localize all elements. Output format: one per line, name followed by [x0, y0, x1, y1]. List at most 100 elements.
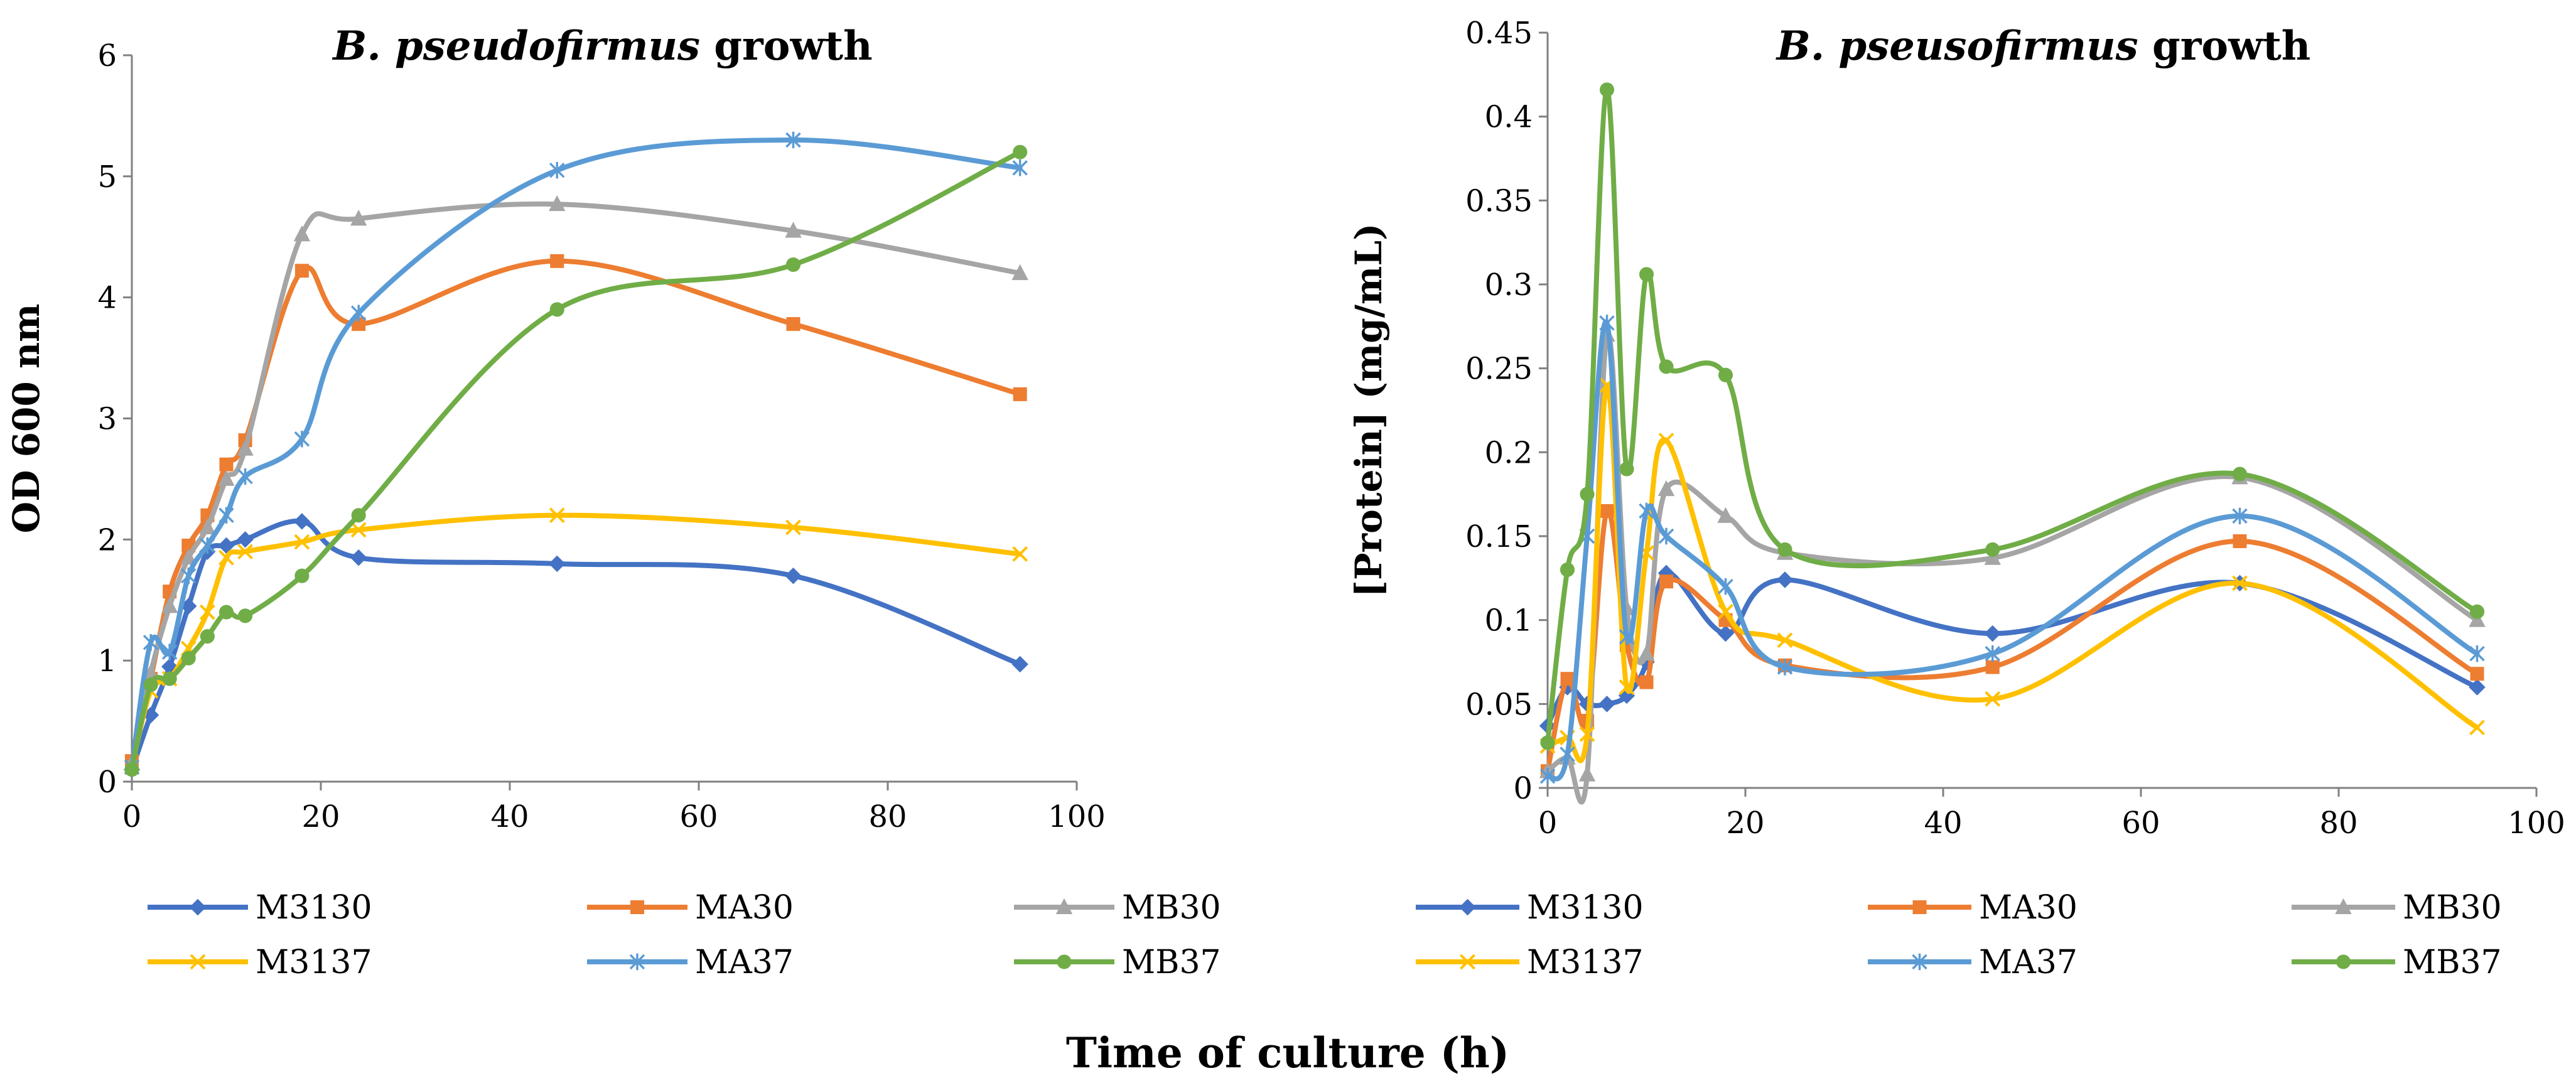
chart-title-rest: growth [700, 23, 873, 70]
legend-marker [630, 900, 644, 914]
legend-label: MA37 [695, 944, 794, 981]
data-point-MB37 [1599, 82, 1615, 97]
chart-title-rest: growth [2138, 23, 2311, 70]
legend-label: MB30 [1122, 889, 1221, 927]
data-point-MB37 [143, 677, 158, 692]
data-point-M3130 [293, 513, 311, 530]
data-point-MA37 [1718, 578, 1733, 595]
y-tick-label: 0.3 [1485, 267, 1533, 303]
data-point-MA37 [1777, 659, 1793, 676]
legend-label: MA37 [1979, 944, 2078, 981]
legend-marker [190, 954, 206, 970]
data-point-MA30 [1600, 504, 1614, 518]
y-tick-label: 0 [97, 765, 117, 800]
legend-entry-MA30: MA30 [587, 889, 794, 927]
data-point-MA30 [2470, 667, 2484, 681]
shared-x-axis-label: Time of culture (h) [1066, 1028, 1509, 1077]
chart-protein: B. pseusofirmus growth 0 0.05 0.1 0.15 0.2 0.2… [1347, 16, 2565, 981]
legend-entry-M3137: M3137 [1416, 944, 1644, 981]
data-point-MA37 [1619, 628, 1635, 645]
data-point-MB37 [1540, 735, 1555, 750]
data-point-MA37 [350, 304, 367, 321]
data-point-M3130 [180, 598, 197, 615]
data-point-MA37 [143, 634, 159, 651]
data-point-MB30 [785, 222, 802, 238]
data-point-MB37 [294, 568, 310, 583]
data-point-MA37 [1658, 527, 1674, 545]
data-point-MB37 [1013, 144, 1028, 159]
data-point-M3137 [1658, 433, 1674, 449]
series-line-M3137 [129, 512, 1023, 770]
data-point-MA37 [1539, 768, 1556, 785]
y-tick-label: 0 [1513, 771, 1533, 806]
data-point-M3137 [1777, 632, 1793, 649]
legend-marker [629, 953, 645, 971]
series-line-M3130 [129, 518, 1023, 772]
data-point-MB37 [1580, 487, 1595, 502]
data-point-MB30 [161, 597, 178, 613]
legend-marker [1912, 900, 1927, 914]
data-point-M3137 [237, 544, 254, 560]
x-tick-label: 100 [2508, 806, 2565, 841]
legend-entry-M3130: M3130 [1416, 889, 1644, 927]
data-point-MB30 [199, 518, 216, 535]
data-point-M3137 [549, 507, 565, 524]
legend-label: MA30 [695, 889, 794, 927]
x-tick-label: 0 [122, 799, 142, 834]
data-point-MB37 [1560, 562, 1575, 578]
series-line-MA37 [1545, 319, 2480, 782]
x-tick-label: 40 [490, 799, 529, 834]
data-point-MA30 [1985, 660, 2000, 674]
chart-title: B. pseudofirmus growth [331, 23, 872, 70]
data-point-M3130 [1657, 564, 1675, 582]
data-point-M3130 [1559, 679, 1576, 696]
y-tick-label: 0.05 [1465, 687, 1533, 722]
legend-label: MB37 [1122, 944, 1221, 981]
data-point-M3130 [549, 555, 566, 573]
data-point-M3137 [218, 549, 234, 566]
data-point-M3137 [294, 534, 310, 550]
legend-label: M3130 [256, 889, 372, 927]
legend-entry-MB37: MB37 [1014, 944, 1221, 981]
data-point-M3130 [1638, 654, 1655, 671]
series-line-M3130 [1545, 570, 2480, 729]
data-point-MA37 [1985, 645, 2000, 662]
series-M3130 [123, 513, 1028, 778]
data-point-MA30 [550, 254, 564, 268]
data-point-MA37 [237, 468, 253, 485]
data-point-M3137 [199, 604, 215, 620]
data-point-MB37 [200, 629, 215, 644]
chart-title-species: B. pseusofirmus [1776, 23, 2138, 70]
data-point-M3137 [785, 519, 801, 536]
legend-label: M3137 [256, 944, 372, 981]
y-axis-label: [Protein] (mg/mL) [1347, 224, 1390, 598]
data-point-MA30 [1013, 387, 1027, 401]
x-tick-label: 0 [1538, 806, 1558, 841]
data-point-MB30 [237, 439, 254, 456]
series-MB37 [124, 144, 1028, 777]
legend-label: MB37 [2403, 944, 2502, 981]
data-point-M3130 [1717, 625, 1734, 642]
legend-entry-MB37: MB37 [2292, 944, 2502, 981]
legend-marker [1459, 898, 1476, 916]
legend-entry-MB30: MB30 [2292, 889, 2502, 927]
data-point-MA37 [2232, 507, 2248, 525]
data-point-MB30 [180, 548, 197, 565]
y-tick-label: 3 [97, 402, 117, 437]
series-MB30 [1539, 325, 2486, 805]
x-tick-label: 40 [1924, 806, 1962, 841]
legend-entry-MB30: MB30 [1014, 889, 1221, 927]
data-point-MB37 [181, 650, 196, 665]
data-point-M3137 [1985, 691, 2001, 707]
series-MA37 [124, 131, 1028, 776]
legend-label: M3130 [1527, 889, 1644, 927]
data-point-MA37 [785, 131, 801, 149]
data-point-MB37 [549, 302, 564, 317]
data-point-M3130 [1618, 687, 1636, 704]
data-point-MA37 [1639, 502, 1654, 520]
y-tick-label: 0.25 [1465, 352, 1533, 387]
series-MA37 [1539, 315, 2485, 785]
y-tick-label: 5 [97, 159, 117, 195]
y-tick-label: 1 [97, 644, 117, 679]
